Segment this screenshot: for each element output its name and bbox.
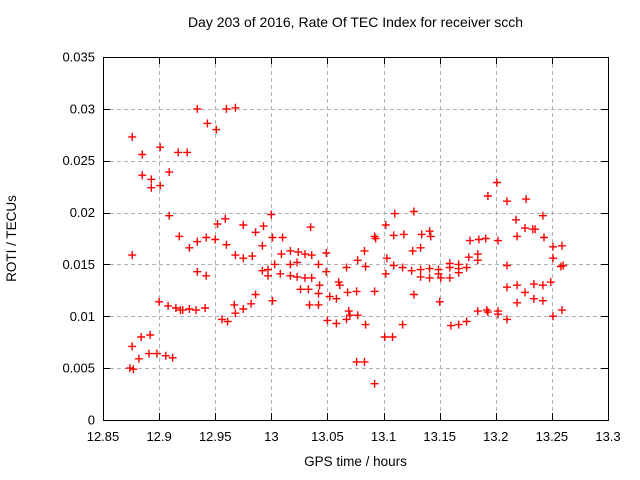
y-tick-label: 0.01: [70, 309, 95, 324]
plot-border: [103, 57, 609, 421]
y-tick-label: 0: [88, 413, 95, 428]
y-axis-label: ROTI / TECUs: [4, 195, 19, 282]
x-tick-label: 13: [264, 429, 278, 444]
x-tick-labels: 12.85 12.9 12.95 13 13.05 13.1 13.15 13.2 13.25 1…: [87, 429, 621, 444]
y-tick-label: 0.005: [62, 361, 95, 376]
x-tick-label: 12.9: [146, 429, 171, 444]
x-tick-label: 13.2: [483, 429, 508, 444]
y-tick-label: 0.015: [62, 257, 95, 272]
y-tick-label: 0.025: [62, 153, 95, 168]
y-tick-label: 0.035: [62, 50, 95, 65]
x-tick-label: 13.1: [371, 429, 396, 444]
x-tick-label: 12.85: [87, 429, 120, 444]
x-tick-label: 13.25: [536, 429, 569, 444]
x-tick-label: 13.3: [595, 429, 620, 444]
x-tick-label: 12.95: [199, 429, 232, 444]
y-tick-labels: 0 0.005 0.01 0.015 0.02 0.025 0.03 0.035: [62, 50, 95, 428]
chart-title: Day 203 of 2016, Rate Of TEC Index for r…: [188, 14, 523, 30]
x-tick-label: 13.05: [311, 429, 344, 444]
y-tick-label: 0.02: [70, 205, 95, 220]
data-points: [125, 103, 568, 388]
x-axis-label: GPS time / hours: [304, 454, 407, 469]
gridlines: [103, 57, 608, 420]
x-tick-label: 13.15: [423, 429, 456, 444]
y-tick-label: 0.03: [70, 101, 95, 116]
